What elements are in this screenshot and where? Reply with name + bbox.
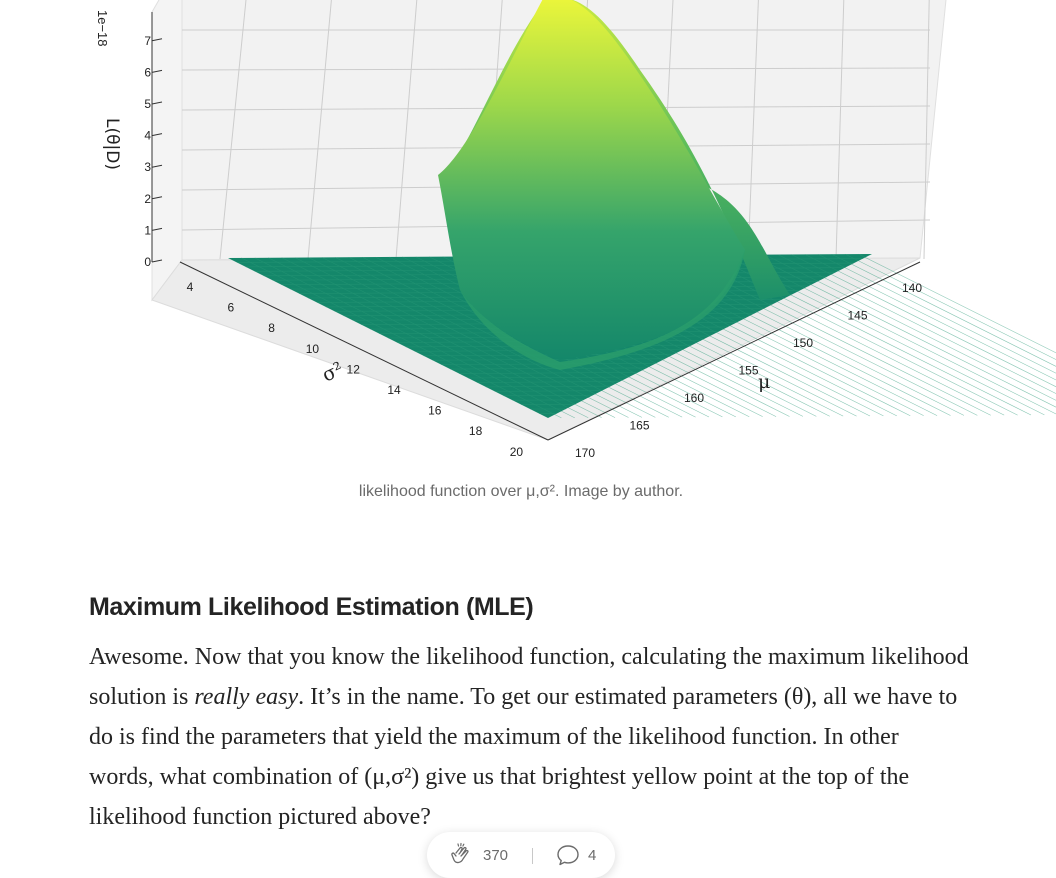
- sigma-tick-4: 4: [187, 280, 194, 294]
- comment-icon[interactable]: [555, 843, 581, 867]
- sigma-tick-8: 8: [268, 321, 275, 335]
- mu-tick-155: 155: [738, 364, 758, 378]
- mu-axis-label: μ: [758, 371, 770, 393]
- mu-tick-170: 170: [575, 446, 595, 460]
- mu-tick-160: 160: [684, 391, 704, 405]
- z-tick-1: 1: [144, 223, 151, 237]
- z-axis-label: L(θ|D): [102, 118, 122, 170]
- body-paragraph: Awesome. Now that you know the likelihoo…: [89, 637, 969, 837]
- sigma-tick-6: 6: [227, 301, 234, 315]
- clap-icon[interactable]: [447, 841, 475, 869]
- mu-tick-140: 140: [902, 281, 922, 295]
- mu-tick-145: 145: [847, 309, 867, 323]
- section-heading: Maximum Likelihood Estimation (MLE): [89, 593, 533, 622]
- z-scale-label: 1e−18: [95, 10, 110, 47]
- sigma-tick-12: 12: [347, 362, 361, 376]
- sigma-tick-18: 18: [469, 424, 483, 438]
- paragraph-emphasis: really easy: [194, 684, 298, 710]
- engagement-bar: 370 4: [427, 832, 615, 878]
- z-tick-2: 2: [144, 192, 151, 206]
- mu-tick-150: 150: [793, 336, 813, 350]
- z-tick-5: 5: [144, 97, 151, 111]
- z-tick-0: 0: [144, 255, 151, 269]
- response-count: 4: [588, 847, 596, 864]
- figure-caption: likelihood function over μ,σ². Image by …: [0, 483, 1042, 501]
- z-tick-4: 4: [144, 129, 151, 143]
- mu-tick-165: 165: [629, 419, 649, 433]
- z-tick-6: 6: [144, 65, 151, 79]
- z-tick-7: 7: [144, 34, 151, 48]
- engagement-divider: [532, 848, 533, 864]
- sigma-tick-16: 16: [428, 404, 442, 418]
- sigma-tick-14: 14: [387, 383, 401, 397]
- z-tick-3: 3: [144, 160, 151, 174]
- sigma-tick-20: 20: [510, 445, 524, 459]
- sigma-tick-10: 10: [306, 342, 320, 356]
- back-pane-left: [152, 0, 182, 300]
- clap-count: 370: [483, 847, 508, 864]
